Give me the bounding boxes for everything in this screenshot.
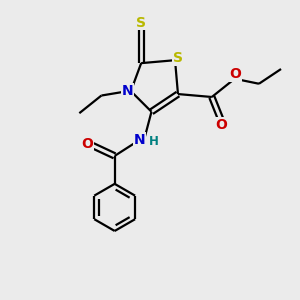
Text: H: H bbox=[148, 135, 158, 148]
Text: N: N bbox=[122, 84, 134, 98]
Text: S: S bbox=[136, 16, 146, 29]
Text: S: S bbox=[173, 51, 183, 65]
Text: O: O bbox=[216, 118, 227, 132]
Text: N: N bbox=[134, 133, 146, 147]
Text: O: O bbox=[81, 137, 93, 152]
Text: O: O bbox=[230, 67, 241, 81]
